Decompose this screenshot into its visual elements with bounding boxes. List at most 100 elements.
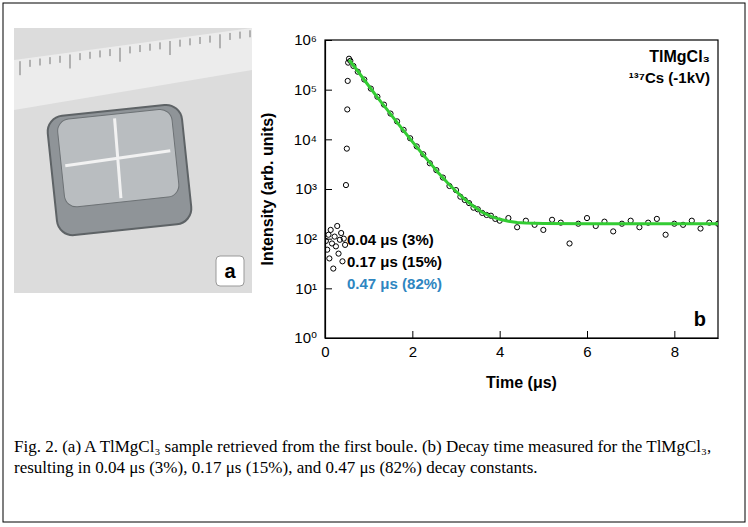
tick-mark (325, 239, 332, 240)
data-point (343, 182, 348, 187)
data-point (327, 256, 332, 261)
ruler-tick (30, 60, 31, 67)
ruler-tick (50, 57, 51, 64)
data-point (345, 78, 350, 83)
y-axis-title: Intensity (arb. units) (259, 113, 276, 266)
tick-mark (500, 331, 501, 338)
tick-label: 10⁵ (294, 81, 317, 98)
tick: 10⁵ (294, 81, 332, 98)
data-point (341, 236, 346, 241)
annotation: 0.47 μs (82%) (347, 275, 442, 292)
tick-mark (587, 331, 588, 338)
data-point (611, 229, 616, 234)
ruler-tick (230, 33, 231, 40)
chart: 0 2 4 6 8 10⁰ 10¹ 10² 10³ 10⁴ 10⁵ 10⁶ Time (μs) Inten… (259, 31, 721, 391)
ruler (14, 28, 252, 110)
x-axis-title: Time (μs) (486, 374, 557, 391)
photo-background (14, 28, 252, 293)
tick-mark (325, 288, 332, 289)
data-point (663, 232, 668, 237)
ruler-tick (180, 40, 181, 47)
ruler-tick (100, 50, 101, 57)
tick-mark (412, 331, 413, 338)
crystal-body (46, 103, 193, 236)
chart-title: TlMgCl₃ (649, 48, 710, 65)
tick: 4 (496, 331, 504, 360)
data-point (328, 227, 333, 232)
tick-mark (325, 40, 332, 41)
data-point (345, 107, 350, 112)
chart-subtitle: ¹³⁷Cs (-1kV) (629, 69, 710, 86)
figure-border (3, 3, 745, 522)
tick-mark (674, 331, 675, 338)
data-point (340, 259, 345, 264)
ruler-tick (110, 49, 111, 56)
ruler-tick (200, 37, 201, 44)
y-axis: 10⁰ 10¹ 10² 10³ 10⁴ 10⁵ 10⁶ (294, 31, 332, 346)
tick: 10⁰ (294, 329, 332, 346)
tick: 10² (295, 230, 332, 247)
tick: 8 (671, 331, 679, 360)
crystal (46, 103, 193, 236)
ruler-tick (20, 61, 21, 75)
data-point (331, 266, 336, 271)
caption-line: Fig. 2. (a) A TlMgCl₃ sample retrieved f… (14, 437, 711, 456)
tick: 2 (409, 331, 417, 360)
data-point (336, 251, 341, 256)
ruler-tick (160, 42, 161, 49)
data-point (567, 241, 572, 246)
tick-mark (325, 189, 332, 190)
ruler-tick (120, 48, 121, 62)
ruler-tick (210, 36, 211, 43)
ruler-tick (140, 45, 141, 52)
ruler-tick (190, 38, 191, 45)
data-point (549, 217, 554, 222)
data-point (339, 230, 344, 235)
data-point (332, 234, 337, 239)
ruler-tick (150, 44, 151, 51)
tick-label: 10⁴ (294, 131, 317, 148)
data-point (698, 226, 703, 231)
ruler-tick (80, 53, 81, 60)
ruler-tick (70, 54, 71, 68)
tick-label: 2 (409, 343, 417, 360)
ruler-tick (40, 59, 41, 66)
crystal-crack (61, 113, 175, 204)
ruler-tick (60, 56, 61, 63)
ruler-tick (170, 41, 171, 55)
tick-label: 4 (496, 343, 504, 360)
crystal-top (56, 108, 180, 208)
tick-label: 0 (321, 343, 329, 360)
tick-label: 10⁰ (294, 329, 317, 346)
panel-label: a (224, 260, 236, 282)
tick: 10¹ (295, 280, 332, 297)
tick-label: 10³ (295, 180, 317, 197)
tick-label: 8 (671, 343, 679, 360)
data-point (637, 225, 642, 230)
panel-label-box (216, 256, 244, 286)
tick-label: 10⁶ (294, 31, 317, 48)
data-point (541, 227, 546, 232)
tick-label: 10² (295, 230, 317, 247)
ruler-tick (130, 46, 131, 53)
data-point (344, 146, 349, 151)
tick: 10⁴ (294, 131, 332, 148)
plot-marks (325, 56, 718, 271)
plot-frame (325, 40, 718, 338)
caption: Fig. 2. (a) A TlMgCl₃ sample retrieved f… (14, 437, 711, 477)
data-point (335, 223, 340, 228)
photo-panel: a (14, 28, 252, 293)
data-point (654, 216, 659, 221)
data-point (515, 225, 520, 230)
tick-mark (325, 338, 332, 339)
data-points (325, 56, 718, 271)
tick-mark (325, 90, 332, 91)
ruler-tick (90, 52, 91, 59)
data-point (584, 215, 589, 220)
ruler-tick (250, 30, 251, 37)
tick-mark (325, 139, 332, 140)
tick-label: 6 (583, 343, 591, 360)
tick: 10⁶ (294, 31, 332, 48)
annotation: 0.04 μs (3%) (347, 231, 434, 248)
tick-label: 10¹ (295, 280, 317, 297)
